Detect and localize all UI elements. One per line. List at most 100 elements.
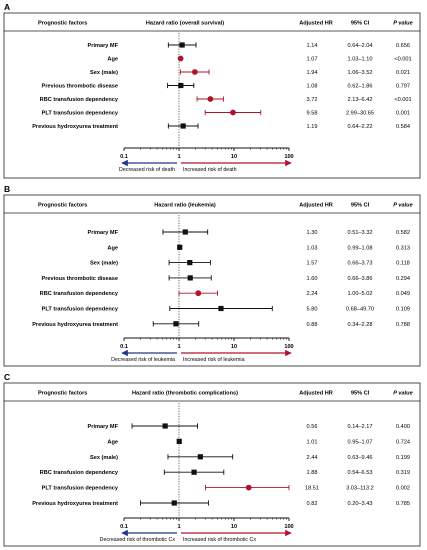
forest-panel-c: C Prognostic factors Hazard ratio (thrombo… bbox=[3, 372, 421, 547]
ci-value: 0.64–2.04 bbox=[348, 43, 373, 49]
ci-value: 2.13–6.42 bbox=[348, 97, 373, 103]
p-value: 0.021 bbox=[396, 70, 410, 76]
header-adjusted-hr: Adjusted HR bbox=[299, 391, 333, 397]
x-tick-label: 0.1 bbox=[120, 524, 128, 530]
x-tick-label: 1 bbox=[177, 524, 180, 530]
forest-row: RBC transfusion dependency 1.88 0.54–6.53 0… bbox=[40, 469, 410, 476]
row-label: Previous thrombotic disease bbox=[42, 84, 118, 90]
adjusted-hr-value: 1.57 bbox=[307, 261, 318, 267]
adjusted-hr-value: 2.44 bbox=[307, 455, 318, 461]
p-value: 0.400 bbox=[396, 424, 410, 430]
hr-point bbox=[171, 500, 177, 506]
hr-point-significant bbox=[195, 290, 202, 297]
p-value: 0.656 bbox=[396, 43, 410, 49]
row-label: Previous hydroxyurea treatment bbox=[32, 124, 118, 130]
increased-risk-label: Increased risk of thrombotic Cx bbox=[183, 537, 256, 543]
adjusted-hr-value: 1.08 bbox=[307, 84, 318, 90]
ci-value: 1.00–5.02 bbox=[348, 291, 373, 297]
increased-risk-label: Increased risk of death bbox=[183, 167, 237, 173]
forest-row: PLT transfusion dependency 5.80 0.68–49.70… bbox=[42, 305, 410, 313]
p-value: 0.319 bbox=[396, 470, 410, 476]
p-value: 0.788 bbox=[396, 322, 410, 328]
hr-point-significant bbox=[245, 484, 252, 491]
row-label: Previous hydroxyurea treatment bbox=[32, 322, 118, 328]
ci-value: 0.68–49.70 bbox=[346, 307, 374, 313]
panel-letter: A bbox=[4, 2, 10, 12]
row-label: Primary MF bbox=[88, 424, 119, 430]
hr-point bbox=[187, 260, 193, 266]
x-tick-label: 100 bbox=[284, 154, 293, 160]
forest-row: RBC transfusion dependency 2.24 1.00–5.02 0… bbox=[40, 290, 410, 297]
chart-title: Hazard ratio (leukemia) bbox=[154, 203, 216, 209]
forest-row: Primary MF 1.14 0.64–2.04 0.656 bbox=[88, 42, 410, 49]
x-tick-label: 10 bbox=[231, 344, 237, 350]
hr-point bbox=[177, 244, 183, 250]
header-95-ci: 95% CI bbox=[351, 203, 370, 209]
adjusted-hr-value: 1.88 bbox=[307, 470, 318, 476]
row-label: Age bbox=[107, 57, 118, 63]
p-value: <0.001 bbox=[394, 57, 411, 63]
ci-value: 0.99–1.08 bbox=[348, 245, 373, 251]
header-adjusted-hr: Adjusted HR bbox=[299, 203, 333, 209]
p-value: 0.797 bbox=[396, 84, 410, 90]
panel-letter: C bbox=[4, 372, 10, 382]
adjusted-hr-value: 1.07 bbox=[307, 57, 318, 63]
hr-point-significant bbox=[207, 96, 214, 102]
ci-value: 3.03–113.2 bbox=[346, 486, 374, 492]
p-value: 0.001 bbox=[396, 111, 410, 117]
forest-panel-a: A Prognostic factors Hazard ratio (overall… bbox=[3, 2, 421, 179]
forest-row: Age 1.07 1.03–1.10 <0.001 bbox=[107, 55, 412, 63]
row-label: PLT transfusion dependency bbox=[42, 307, 119, 313]
ci-value: 0.63–9.46 bbox=[348, 455, 373, 461]
adjusted-hr-value: 1.94 bbox=[307, 70, 318, 76]
p-value: 0.199 bbox=[396, 455, 410, 461]
p-value: 0.584 bbox=[396, 124, 410, 130]
hr-point bbox=[173, 321, 179, 327]
forest-row: Age 1.01 0.95–1.07 0.724 bbox=[107, 438, 410, 445]
header-p-value: P value bbox=[393, 391, 412, 397]
ci-value: 0.51–3.32 bbox=[348, 230, 373, 236]
header-95-ci: 95% CI bbox=[351, 21, 370, 27]
ci-value: 0.64–2.22 bbox=[348, 124, 373, 130]
adjusted-hr-value: 1.60 bbox=[307, 276, 318, 282]
x-tick-label: 0.1 bbox=[120, 344, 128, 350]
adjusted-hr-value: 3.72 bbox=[307, 97, 318, 103]
decreased-risk-label: Decreased risk of leukemia bbox=[111, 357, 175, 363]
adjusted-hr-value: 0.56 bbox=[307, 424, 318, 430]
p-value: 0.294 bbox=[396, 276, 410, 282]
x-tick-label: 100 bbox=[284, 344, 293, 350]
forest-row: Previous hydroxyurea treatment 0.88 0.34–2… bbox=[32, 321, 410, 328]
hr-point-significant bbox=[230, 109, 236, 116]
x-tick-label: 100 bbox=[284, 524, 293, 530]
p-value: 0.109 bbox=[396, 307, 410, 313]
ci-value: 0.62–1.86 bbox=[348, 84, 373, 90]
x-tick-label: 10 bbox=[231, 524, 237, 530]
adjusted-hr-value: 1.14 bbox=[307, 43, 318, 49]
chart-title: Hazard ratio (overall survival) bbox=[146, 21, 224, 27]
panel-letter: B bbox=[4, 184, 10, 194]
row-label: Sex (male) bbox=[90, 70, 118, 76]
forest-row: Previous thrombotic disease 1.60 0.66–3.86… bbox=[42, 275, 410, 282]
hr-point bbox=[187, 275, 193, 281]
hr-point bbox=[179, 42, 185, 48]
header-prognostic-factors: Prognostic factors bbox=[38, 21, 87, 27]
ci-value: 0.66–3.86 bbox=[348, 276, 373, 282]
panel-border bbox=[3, 12, 421, 179]
p-value: <0.001 bbox=[394, 97, 411, 103]
x-tick-label: 0.1 bbox=[120, 154, 128, 160]
hr-point bbox=[218, 305, 224, 312]
hr-point bbox=[162, 423, 168, 429]
panel-border bbox=[3, 194, 421, 367]
forest-row: Sex (male) 1.57 0.66–3.73 0.118 bbox=[90, 260, 410, 267]
row-label: Sex (male) bbox=[90, 261, 118, 267]
row-label: RBC transfusion dependency bbox=[40, 97, 119, 103]
chart-title: Hazard ratio (thrombotic complications) bbox=[132, 391, 238, 397]
row-label: RBC transfusion dependency bbox=[40, 291, 119, 297]
adjusted-hr-value: 9.58 bbox=[307, 111, 318, 117]
ci-value: 2.99–30.65 bbox=[346, 111, 374, 117]
ci-value: 1.03–1.10 bbox=[348, 57, 373, 63]
row-label: Primary MF bbox=[88, 43, 119, 49]
row-label: RBC transfusion dependency bbox=[40, 470, 119, 476]
ci-value: 0.54–6.53 bbox=[348, 470, 373, 476]
